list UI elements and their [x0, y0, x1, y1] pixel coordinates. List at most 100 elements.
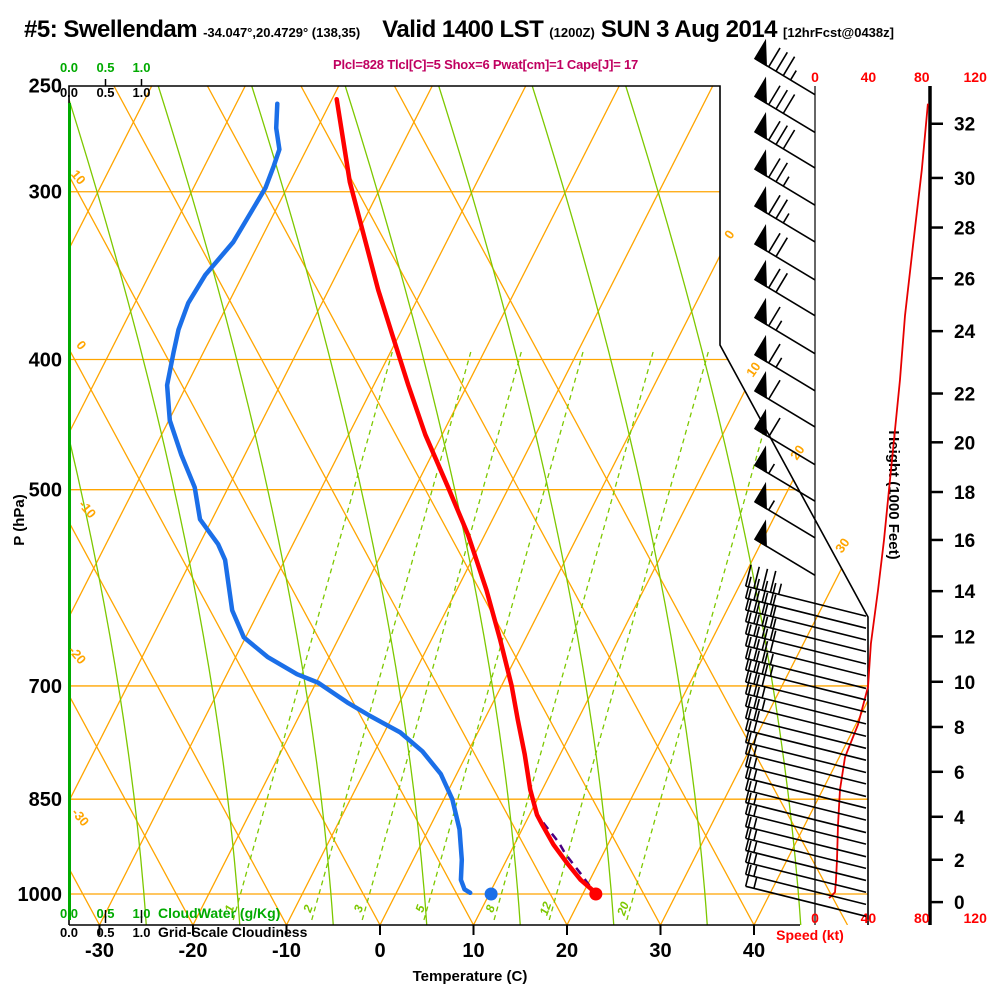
mixing-ratio-label: 3	[351, 903, 367, 914]
height-tick-label: 6	[954, 763, 965, 784]
temp-tick-label: 30	[649, 940, 671, 962]
wind-barb-half	[754, 758, 757, 769]
cloudwater-scale-bottom: 0.0	[60, 906, 78, 921]
wind-barb-pennant	[755, 522, 766, 546]
wind-barb-half	[776, 358, 782, 367]
wind-barb-full	[769, 269, 780, 288]
wind-barb-half	[791, 71, 797, 80]
valid-date: SUN 3 Aug 2014	[601, 16, 777, 43]
wind-barb-shaft	[746, 790, 866, 820]
height-tick-label: 14	[954, 582, 976, 603]
speed-tick-label-top: 0	[811, 69, 819, 85]
mixing-ratio-line	[233, 352, 392, 920]
title-bar: #5: Swellendam-34.047°,20.4729° (138,35)…	[24, 16, 894, 44]
cloudwater-scale-top: 0.5	[96, 60, 114, 75]
wind-barb-pennant	[755, 485, 766, 509]
wind-barb-full	[769, 86, 780, 105]
dry-adiabat-label: -10	[76, 497, 100, 521]
speed-tick-label-top: 120	[964, 69, 988, 85]
height-tick-label: 16	[954, 531, 975, 552]
dry-adiabat-label: -30	[69, 805, 93, 829]
wind-barb-half	[770, 654, 773, 665]
isotherm-label: 30	[832, 535, 853, 555]
cloudiness-label: Grid-Scale Cloudiness	[158, 924, 308, 940]
wind-barb-full	[776, 52, 787, 71]
cloudiness-scale-top: 0.0	[60, 85, 78, 100]
height-tick-label: 24	[954, 322, 976, 343]
cloudiness-scale-bottom: 0.0	[60, 925, 78, 940]
speed-tick-label-top: 80	[914, 69, 930, 85]
pressure-tick-label: 250	[29, 75, 62, 97]
pressure-tick-label: 400	[29, 350, 62, 372]
pressure-tick-label: 500	[29, 480, 62, 502]
wind-barb-pennant	[755, 227, 766, 251]
wind-barb-full	[776, 126, 787, 145]
wind-barb-half	[754, 781, 757, 792]
cloudiness-scale-bottom: 0.5	[96, 925, 114, 940]
mixing-ratio-line	[312, 352, 471, 920]
mixing-ratio-label: 12	[537, 900, 555, 918]
wind-barb-half	[754, 805, 757, 816]
wind-barb-pennant	[755, 338, 766, 362]
wind-barb-shaft	[746, 838, 866, 868]
wind-barb-full	[769, 159, 780, 178]
pressure-axis-title: P (hPa)	[11, 494, 28, 545]
height-tick-label: 12	[954, 627, 975, 648]
wind-barb-pennant	[755, 79, 766, 103]
wind-barb-half	[754, 769, 757, 780]
mixing-ratio-label: 20	[614, 900, 632, 919]
temp-tick-label: -20	[179, 940, 208, 962]
wind-barb-shaft	[746, 743, 866, 773]
cloudiness-scale-top: 0.5	[96, 85, 114, 100]
wind-barb-full	[776, 200, 787, 219]
height-tick-label: 28	[954, 219, 975, 240]
surface_dewpoint-marker	[485, 888, 498, 901]
dry-adiabat-label: 10	[68, 167, 89, 188]
speed-axis-title: Speed (kt)	[776, 927, 844, 943]
height-tick-label: 8	[954, 718, 965, 739]
wind-barb-half	[754, 854, 757, 865]
speed-tick-label-bottom: 120	[964, 910, 988, 926]
wind-barb-shaft	[746, 827, 866, 857]
wind-barb-shaft	[746, 658, 866, 688]
wind-barb-pennant	[755, 189, 766, 213]
wind-barb-half	[754, 878, 757, 889]
wind-barb-half	[776, 321, 782, 330]
mixing-ratio-label: 2	[300, 903, 316, 915]
speed-tick-label-top: 40	[861, 69, 877, 85]
station-coords: -34.047°,20.4729° (138,35)	[203, 25, 360, 40]
height-tick-label: 2	[954, 851, 965, 872]
wind-barb-shaft	[746, 718, 866, 748]
wind-barb-shaft	[746, 862, 866, 892]
wind-barb-shaft	[746, 886, 866, 916]
wind-barb-pennant	[755, 448, 766, 472]
wind-barb-full	[776, 90, 787, 109]
height-tick-label: 32	[954, 115, 975, 136]
isotherm-label: 0	[721, 227, 737, 242]
wind-barb-full	[776, 273, 787, 292]
mixing-ratio-line	[424, 352, 583, 920]
pressure-tick-label: 850	[29, 789, 62, 811]
cloudwater-label: CloudWater (g/Kg)	[158, 905, 280, 921]
wind-barb-shaft	[746, 803, 866, 833]
wind-barb-half	[754, 842, 757, 853]
temp-tick-label: -30	[85, 940, 114, 962]
wind-barb-full	[769, 121, 780, 140]
wind-barb-pennant	[755, 115, 766, 139]
mixing-ratio-label: 8	[483, 903, 499, 914]
wind-barb-pennant	[755, 262, 766, 286]
wind-barb-half	[762, 687, 765, 698]
height-tick-label: 30	[954, 169, 975, 190]
height-tick-label: 26	[954, 269, 975, 290]
mixing-ratio-lines	[233, 352, 786, 920]
pressure-tick-label: 1000	[18, 884, 63, 906]
wind-barb-full	[769, 195, 780, 214]
wind-barb-full	[769, 344, 780, 363]
temp-tick-label: 10	[462, 940, 484, 962]
wind-barb-shaft	[746, 850, 866, 880]
isotherm-label: 20	[787, 442, 808, 462]
wind-barb-full	[769, 380, 780, 399]
wind-barb-shaft	[746, 646, 866, 676]
